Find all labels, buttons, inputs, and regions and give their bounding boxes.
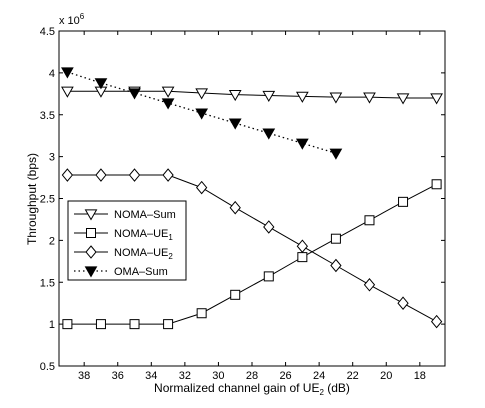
data-point xyxy=(297,252,308,263)
data-point xyxy=(398,196,409,207)
legend-label: NOMA–UE2 xyxy=(114,247,173,261)
x-tick-label: 22 xyxy=(347,370,359,382)
series-3 xyxy=(61,168,443,329)
x-tick-label: 38 xyxy=(78,370,90,382)
data-point xyxy=(163,319,174,330)
x-axis-label: Normalized channel gain of UE2 (dB) xyxy=(154,381,350,397)
x-tick-label: 32 xyxy=(179,370,191,382)
y-tick-label: 1.5 xyxy=(40,277,55,289)
y-multiplier: x 106 xyxy=(59,12,85,27)
legend-entry: NOMA–UE2 xyxy=(74,245,173,261)
data-point xyxy=(61,86,74,98)
legend-marker xyxy=(86,228,96,238)
y-tick-label: 1 xyxy=(49,319,55,331)
data-point xyxy=(330,233,341,244)
legend-label: NOMA–UE1 xyxy=(114,228,173,242)
y-tick-label: 0.5 xyxy=(40,361,55,373)
legend: NOMA–Sum NOMA–UE1 NOMA–UE2 OMA–Sum xyxy=(67,200,187,281)
x-tick-label: 28 xyxy=(246,370,258,382)
x-tick-label: 30 xyxy=(212,370,224,382)
legend-entry: NOMA–UE1 xyxy=(74,228,173,242)
series-2 xyxy=(62,179,442,330)
y-tick-label: 3.5 xyxy=(40,110,55,122)
data-point xyxy=(228,90,242,102)
legend-marker xyxy=(85,245,97,259)
data-point xyxy=(129,319,140,330)
y-tick-label: 3 xyxy=(49,152,55,164)
x-tick-label: 34 xyxy=(145,370,157,382)
data-point xyxy=(230,289,241,300)
data-point xyxy=(431,179,442,190)
data-point xyxy=(262,90,276,102)
data-point xyxy=(61,168,74,182)
data-point xyxy=(262,128,276,140)
data-point xyxy=(161,86,175,98)
legend-marker xyxy=(84,209,98,221)
data-point xyxy=(196,308,207,319)
data-point xyxy=(263,220,275,234)
data-point xyxy=(162,168,174,182)
data-point xyxy=(396,93,410,105)
data-point xyxy=(295,138,309,150)
data-point xyxy=(363,277,376,292)
series-layer xyxy=(61,67,443,330)
y-multiplier-exponent: 6 xyxy=(80,12,85,21)
data-point xyxy=(95,319,106,330)
legend-entry: NOMA–Sum xyxy=(74,209,176,221)
data-point xyxy=(195,108,209,120)
legend-label: NOMA–Sum xyxy=(114,209,176,221)
x-tick-label: 24 xyxy=(313,370,325,382)
data-point xyxy=(128,88,141,100)
series-4 xyxy=(61,67,343,160)
y-tick-label: 2.5 xyxy=(40,194,55,206)
data-point xyxy=(295,91,309,103)
ticks-layer: 38 36 34 32 30 28 26 24 22 20 18 0.5 1 1.5 2 2.5 3 3.5 4 4.… xyxy=(40,26,445,382)
y-tick-label: 2 xyxy=(49,235,55,247)
data-point xyxy=(296,239,308,254)
y-tick-label: 4 xyxy=(49,68,55,80)
x-tick-label: 18 xyxy=(414,370,426,382)
series-line xyxy=(67,183,437,325)
x-axis-label-unit: (dB) xyxy=(324,381,350,395)
x-tick-label: 36 xyxy=(112,370,124,382)
data-point xyxy=(397,296,409,310)
x-tick-label: 20 xyxy=(380,370,392,382)
data-point xyxy=(329,148,343,160)
data-point xyxy=(329,92,343,104)
legend-marker xyxy=(84,266,98,278)
y-axis-label: Throughput (bps) xyxy=(25,153,39,245)
data-point xyxy=(228,118,242,130)
data-point xyxy=(62,319,73,330)
data-point xyxy=(61,67,74,79)
plot-area xyxy=(58,30,446,367)
data-point xyxy=(95,168,107,182)
data-point xyxy=(128,168,141,182)
data-point xyxy=(195,88,209,100)
data-point xyxy=(94,78,108,90)
y-tick-label: 4.5 xyxy=(40,26,55,38)
data-point xyxy=(229,200,241,215)
data-point xyxy=(430,314,443,329)
x-axis-label-sub: 2 xyxy=(319,388,324,397)
data-point xyxy=(363,92,376,104)
legend-entry: OMA–Sum xyxy=(74,266,168,278)
data-point xyxy=(196,180,208,195)
data-point xyxy=(330,258,342,273)
legend-items: NOMA–Sum NOMA–UE1 NOMA–UE2 OMA–Sum xyxy=(74,209,176,278)
legend-label: OMA–Sum xyxy=(114,266,168,278)
data-point xyxy=(430,93,443,105)
data-point xyxy=(263,271,274,282)
data-point xyxy=(161,98,175,110)
x-tick-label: 26 xyxy=(279,370,291,382)
data-point xyxy=(364,215,375,226)
